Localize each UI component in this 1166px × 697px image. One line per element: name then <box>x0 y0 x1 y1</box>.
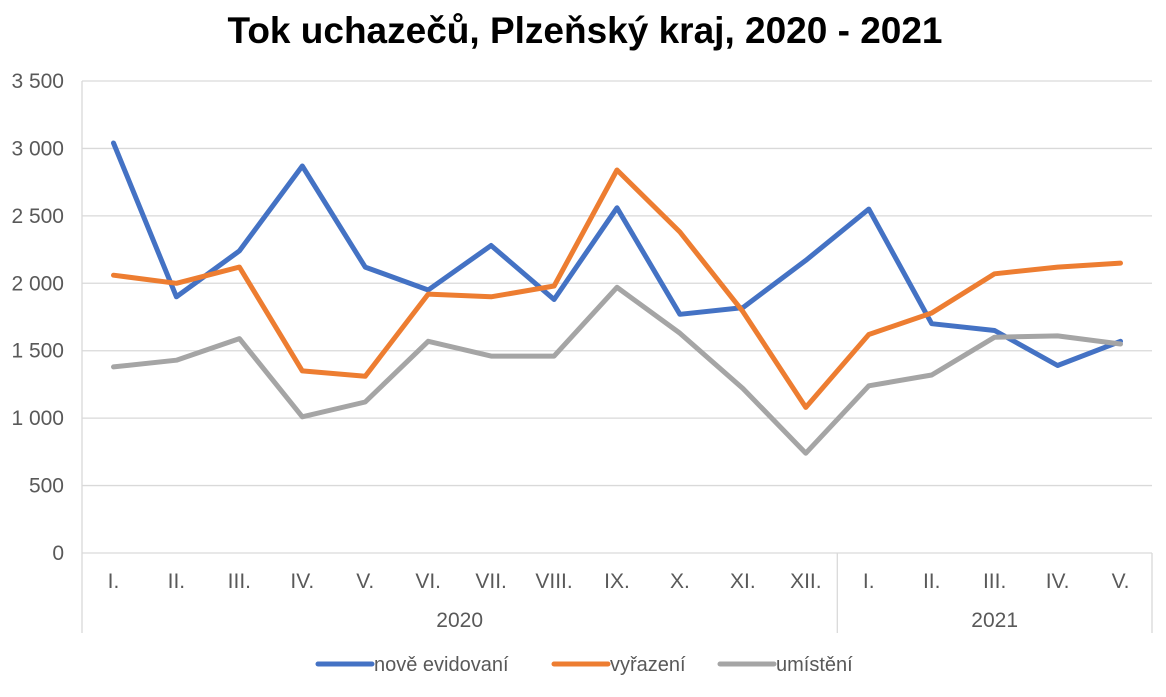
legend-label: nově evidovaní <box>374 654 509 676</box>
x-tick-label: IX. <box>604 570 630 593</box>
series-line <box>111 140 1123 368</box>
x-tick-label: III. <box>983 570 1006 593</box>
x-tick-label: VIII. <box>535 570 572 593</box>
x-tick-label: V. <box>356 570 374 593</box>
series-line <box>111 284 1123 456</box>
y-tick-label: 1 500 <box>11 340 64 363</box>
series-line <box>111 167 1123 410</box>
series-lines <box>111 140 1123 456</box>
chart-title: Tok uchazečů, Plzeňský kraj, 2020 - 2021 <box>227 10 942 51</box>
y-tick-label: 3 000 <box>11 137 64 160</box>
y-tick-label: 500 <box>29 475 64 498</box>
x-tick-label: X. <box>670 570 690 593</box>
x-tick-label: I. <box>863 570 875 593</box>
gridlines <box>82 80 1152 554</box>
x-tick-label: VII. <box>475 570 507 593</box>
x-tick-label: II. <box>923 570 941 593</box>
x-tick-label: I. <box>108 570 120 593</box>
y-tick-label: 2 000 <box>11 272 64 295</box>
x-tick-label: VI. <box>415 570 441 593</box>
legend: nově evidovaní vyřazení umístění <box>315 654 853 676</box>
x-group-label: 2021 <box>971 609 1018 632</box>
x-tick-label: V. <box>1112 570 1130 593</box>
axes: 0 500 1 000 1 500 2 000 2 500 3 000 3 500 I. II. I… <box>11 70 1153 633</box>
x-tick-label: XI. <box>730 570 756 593</box>
y-tick-label: 2 500 <box>11 205 64 228</box>
x-group-label: 2020 <box>436 609 483 632</box>
legend-label: umístění <box>776 654 853 676</box>
x-tick-label: IV. <box>290 570 314 593</box>
x-tick-label: IV. <box>1046 570 1070 593</box>
legend-label: vyřazení <box>610 654 686 676</box>
x-tick-label: III. <box>228 570 251 593</box>
y-tick-label: 0 <box>52 542 64 565</box>
x-tick-label: II. <box>168 570 186 593</box>
x-tick-label: XII. <box>790 570 822 593</box>
y-tick-label: 1 000 <box>11 407 64 430</box>
y-tick-label: 3 500 <box>11 70 64 93</box>
